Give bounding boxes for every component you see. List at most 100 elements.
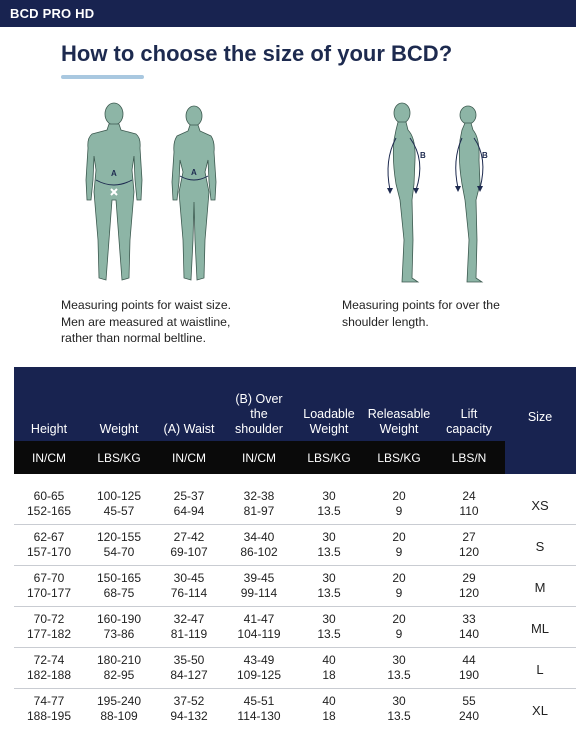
table-cell-line: 188-195	[26, 709, 72, 723]
table-row: 72-74 182-188 180-210 82-95 35-50 84-127 43-49…	[14, 653, 576, 694]
table-cell-line: 157-170	[26, 545, 72, 559]
table-cell-line: 140	[458, 627, 480, 641]
table-row: 74-77 188-195 195-240 88-109 37-52 94-132 45-5…	[14, 694, 576, 735]
table-cell-line: 45-51	[243, 694, 275, 708]
table-cell: 41-47 104-119	[224, 612, 294, 642]
size-label: XL	[532, 703, 548, 718]
table-cell-line: 30	[322, 612, 336, 626]
table-cell-line: 88-109	[100, 709, 138, 723]
table-cell-line: 99-114	[240, 586, 278, 600]
table-cell: 43-49 109-125	[224, 653, 294, 683]
unit-label: LBS/KG	[307, 451, 351, 465]
waist-caption: Measuring points for waist size. Men are…	[61, 297, 281, 347]
table-cell: 30 13.5	[364, 694, 434, 724]
table-cell: 30 13.5	[364, 653, 434, 683]
table-cell-line: 81-97	[243, 504, 275, 518]
column-header-text: Weight	[100, 422, 139, 437]
table-cell-line: 76-114	[170, 586, 208, 600]
column-header-line: Size	[527, 409, 553, 424]
table-cell-line: 62-67	[33, 530, 65, 544]
table-cell-line: 32-47	[173, 612, 205, 626]
table-cell-line: 109-125	[236, 668, 282, 682]
table-cell-line: 190	[458, 668, 480, 682]
table-cell-line: 170-177	[26, 586, 72, 600]
table-cell-line: 44	[462, 653, 476, 667]
table-cell: 33 140	[434, 612, 504, 642]
table-cell-line: 33	[462, 612, 476, 626]
size-label: ML	[530, 621, 550, 636]
table-cell-line: 120	[458, 545, 480, 559]
table-cell: 72-74 182-188	[14, 653, 84, 683]
column-header: Size	[504, 385, 576, 449]
table-cell-line: 54-70	[103, 545, 135, 559]
table-cell-line: 9	[395, 504, 403, 518]
table-cell: 20 9	[364, 489, 434, 519]
table-cell: 60-65 152-165	[14, 489, 84, 519]
table-cell: 70-72 177-182	[14, 612, 84, 642]
table-cell-line: 64-94	[173, 504, 205, 518]
table-cell-line: 180-210	[96, 653, 142, 667]
column-header: Loadable Weight	[294, 377, 364, 437]
measure-label-b-man: B	[420, 151, 426, 160]
table-cell-line: 13.5	[387, 668, 411, 682]
table-cell-line: 94-132	[170, 709, 208, 723]
table-cell-line: 177-182	[26, 627, 72, 641]
column-header-line: Loadable	[303, 407, 355, 421]
column-header-line: shoulder	[235, 422, 283, 436]
page-title: How to choose the size of your BCD?	[61, 41, 453, 66]
table-cell-line: 27-42	[173, 530, 205, 544]
table-cell-line: 18	[322, 668, 336, 682]
table-cell: 39-45 99-114	[224, 571, 294, 601]
table-cell-line: 120-155	[96, 530, 142, 544]
table-cell-line: 114-130	[237, 709, 281, 723]
side-body-illustration: B B	[387, 102, 488, 283]
column-header: (A) Waist	[154, 377, 224, 437]
table-cell-line: 69-107	[170, 545, 208, 559]
table-cell-line: 240	[458, 709, 480, 723]
table-cell-line: 86-102	[240, 545, 278, 559]
table-cell-line: 20	[392, 489, 406, 503]
table-cell-line: 13.5	[317, 586, 341, 600]
table-cell: 40 18	[294, 653, 364, 683]
table-cell-line: 104-119	[237, 627, 281, 641]
table-cell: 20 9	[364, 571, 434, 601]
column-header-line: capacity	[446, 422, 492, 436]
table-cell: 40 18	[294, 694, 364, 724]
table-cell-line: 20	[392, 571, 406, 585]
table-cell-line: 30	[322, 530, 336, 544]
table-cell-line: 73-86	[103, 627, 135, 641]
table-cell: 120-155 54-70	[84, 530, 154, 560]
unit-label: IN/CM	[242, 451, 276, 465]
table-cell: 74-77 188-195	[14, 694, 84, 724]
column-header-line: (B) Over	[235, 392, 283, 406]
column-header-line: Height	[30, 422, 68, 436]
table-cell: 20 9	[364, 530, 434, 560]
column-header-line: Weight	[379, 422, 419, 436]
title-underline	[61, 75, 144, 79]
table-cell-line: 39-45	[243, 571, 275, 585]
table-cell-line: 30	[392, 653, 406, 667]
table-cell: 35-50 84-127	[154, 653, 224, 683]
table-cell: 32-47 81-119	[154, 612, 224, 642]
table-cell-line: 120	[458, 586, 480, 600]
table-cell: 30 13.5	[294, 530, 364, 560]
table-cell-line: 29	[462, 571, 476, 585]
table-cell-line: 110	[459, 504, 479, 518]
table-cell-line: 45-57	[103, 504, 135, 518]
table-cell: 160-190 73-86	[84, 612, 154, 642]
table-row: 70-72 177-182 160-190 73-86 32-47 81-119 41-47…	[14, 612, 576, 653]
table-cell-line: 41-47	[243, 612, 275, 626]
table-cell-line: 18	[322, 709, 336, 723]
size-label: L	[536, 662, 544, 677]
table-cell-line: 81-119	[170, 627, 208, 641]
table-cell-line: 43-49	[243, 653, 275, 667]
header-bar: BCD PRO HD	[0, 0, 576, 27]
product-label: BCD PRO HD	[10, 6, 95, 21]
table-cell-line: 24	[462, 489, 476, 503]
table-cell-line: 32-38	[243, 489, 275, 503]
table-row: 60-65 152-165 100-125 45-57 25-37 64-94 32-38 8…	[14, 489, 576, 530]
column-header-line: Releasable	[367, 407, 431, 421]
size-label: XS	[531, 498, 549, 513]
table-cell-line: 34-40	[243, 530, 275, 544]
table-cell: 62-67 157-170	[14, 530, 84, 560]
